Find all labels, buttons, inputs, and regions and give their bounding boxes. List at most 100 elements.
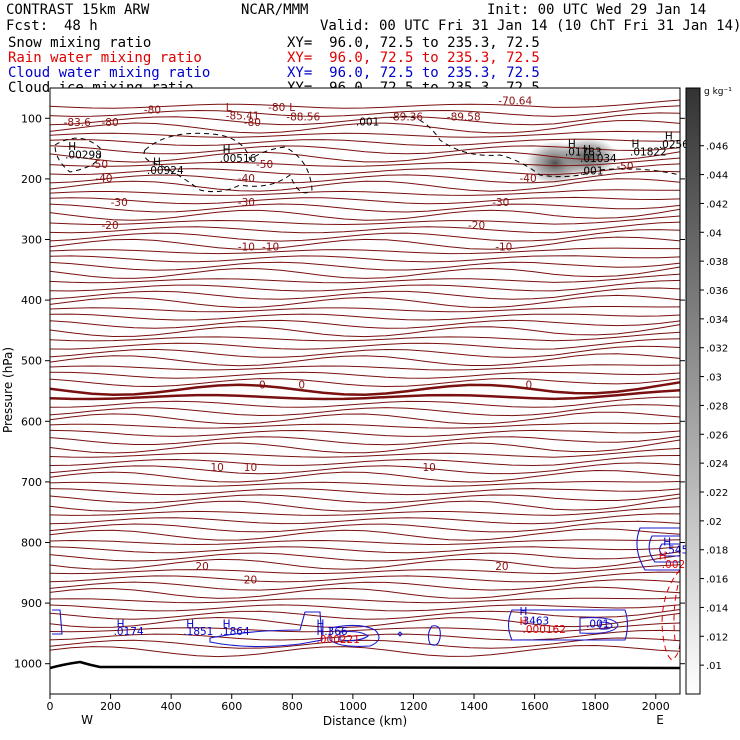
isotherm-line [49, 564, 681, 575]
contour-annotation: .0174 [114, 626, 144, 638]
colorbar-tick-label: .02 [706, 517, 722, 528]
contour-annotation: .00516 [220, 153, 257, 165]
colorbar-tick-label: .018 [706, 546, 728, 557]
contour-annotation: .001 [580, 166, 603, 178]
contour-annotation: 20 [244, 575, 257, 587]
y-tick-label: 600 [21, 415, 42, 428]
isotherm-line [49, 261, 681, 271]
isotherm-line [49, 178, 681, 192]
isotherm-line [49, 469, 681, 483]
isotherm-line [49, 331, 681, 342]
colorbar-tick-label: .032 [706, 344, 728, 355]
field-xy-snow: XY= 96.0, 72.5 to 235.3, 72.5 [287, 35, 540, 51]
contour-annotation: H [68, 141, 76, 153]
contour-annotation: .001 [586, 618, 609, 630]
contour-annotation: 10 [211, 462, 224, 474]
contour-annotation: -50 [616, 161, 633, 173]
field-name-cloudwater: Cloud water mixing ratio [8, 65, 211, 81]
contour-annotation: -20 [102, 220, 119, 232]
isotherm-line [49, 455, 681, 467]
isotherm-line [49, 353, 681, 367]
isotherm-line [49, 203, 681, 213]
contour-annotation: -40 [95, 173, 112, 185]
isotherm-line [49, 462, 681, 475]
rain-contours [661, 569, 681, 661]
contour-annotation: .1851 [183, 626, 213, 638]
init-time: Init: 00 UTC Wed 29 Jan 14 [487, 2, 707, 18]
isotherm-line [49, 488, 681, 496]
isotherm-line [49, 637, 681, 649]
contour-annotation: H [186, 618, 194, 630]
contour-annotation: .000221 [317, 634, 360, 646]
contour-annotation: H [117, 618, 125, 630]
plot-frame [49, 87, 681, 695]
isotherm-line [49, 157, 681, 167]
contour-annotation: H [223, 144, 231, 156]
contour-annotation: -40 [238, 173, 255, 185]
contour-annotation: -70.64 [498, 95, 532, 107]
fcst-label: Fcst: [6, 18, 49, 34]
isotherm-line [49, 215, 681, 226]
isotherm-line [49, 105, 681, 117]
contour-annotation: 3463 [523, 615, 550, 627]
contour-annotation: .00298 [65, 149, 102, 161]
x-tick-label: 1400 [460, 700, 488, 713]
center-label: NCAR/MMM [241, 2, 309, 18]
x-tick-label: 1600 [521, 700, 549, 713]
isotherm-line [49, 513, 681, 525]
valid-time: Valid: 00 UTC Fri 31 Jan 14 (10 ChT Fri … [320, 18, 740, 34]
contour-annotation: H [153, 157, 161, 169]
colorbar-tick-label: .026 [706, 430, 728, 441]
y-tick-label: 200 [21, 173, 42, 186]
isotherm-line [49, 493, 681, 504]
isotherm-line [49, 306, 681, 313]
isotherm-line [49, 170, 681, 184]
field-name-snow: Snow mixing ratio [8, 35, 152, 51]
isotherm-line [49, 138, 681, 147]
isotherm-line [49, 294, 681, 309]
x-tick-label: 800 [282, 700, 303, 713]
isotherm-line [49, 119, 681, 134]
isotherm-line [49, 429, 681, 437]
colorbar-tick-label: .04 [706, 228, 722, 239]
x-tick-label: 1800 [581, 700, 609, 713]
colorbar [685, 87, 701, 695]
contour-annotation: H [632, 138, 640, 150]
y-tick-label: 1000 [14, 658, 42, 671]
isotherm-line [49, 439, 681, 454]
isotherm-lines [49, 99, 681, 658]
isotherm-line [49, 480, 681, 487]
contour-annotation: -30 [492, 197, 509, 209]
isotherm-line [49, 324, 681, 338]
isotherm-line [49, 273, 681, 284]
y-tick-label: 900 [21, 597, 42, 610]
isotherm-line [49, 99, 681, 109]
isotherm-line [49, 112, 681, 126]
contour-annotation: 20 [195, 561, 208, 573]
isotherm-line [49, 520, 681, 533]
field-xy-cloudwater: XY= 96.0, 72.5 to 235.3, 72.5 [287, 65, 540, 81]
cloudwater-contours [52, 527, 680, 648]
contour-annotation: -30 [111, 197, 128, 209]
y-tick-label: 400 [21, 294, 42, 307]
contour-annotation: L [226, 102, 232, 114]
isotherm-line [49, 629, 681, 641]
ice-shade-2 [558, 137, 618, 177]
colorbar-tick-label: .028 [706, 401, 728, 412]
isotherm-line [49, 319, 681, 329]
contour-annotation: -50 [91, 159, 108, 171]
contour-annotation: -85.41 [226, 111, 260, 123]
contour-annotation: H [223, 618, 231, 630]
x-tick-label: 400 [161, 700, 182, 713]
y-tick-label: 500 [21, 355, 42, 368]
x-end-label-west: W [81, 713, 93, 727]
colorbar-tick-label: .036 [706, 286, 728, 297]
contour-annotation: H.366 [317, 626, 348, 638]
isotherm-line [49, 371, 681, 379]
contour-annotation: -80 [268, 102, 285, 114]
x-tick-label: 600 [221, 700, 242, 713]
contour-annotation: .001 [356, 117, 379, 129]
contour-annotation: -40 [520, 173, 537, 185]
x-tick-label: 0 [47, 700, 54, 713]
contour-annotation: -50 [256, 159, 273, 171]
